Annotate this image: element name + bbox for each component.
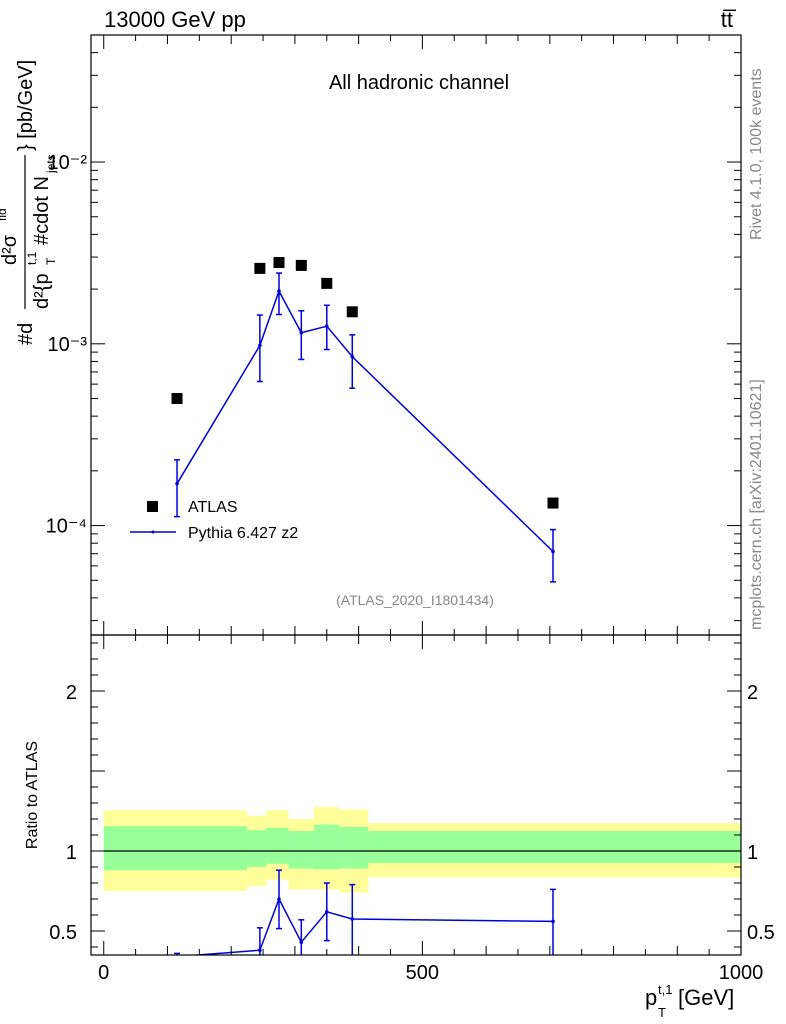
atlas-data-point — [273, 257, 285, 269]
ratio-panel: 0.5 0.5 1 1 2 2 0 500 1000 Ratio to ATLAS p T t,… — [24, 634, 775, 1020]
main-frame — [90, 34, 742, 636]
ratio-y-tick-label-right: 1 — [747, 842, 758, 864]
ratio-point — [551, 919, 555, 924]
legend: ATLAS Pythia 6.427 z2 — [130, 499, 298, 542]
ratio-series-line — [188, 897, 554, 955]
atlas-data-point — [321, 277, 333, 289]
x-axis-title: p T t,1 [GeV] — [645, 982, 734, 1020]
ratio-y-tick-label-right: 2 — [747, 682, 758, 704]
pythia-point — [324, 324, 329, 328]
ylabel-denominator-sub: T — [44, 257, 58, 265]
band-green — [368, 831, 741, 863]
ratio-point — [324, 910, 329, 914]
legend-atlas-label: ATLAS — [188, 499, 238, 516]
main-y-tick-label: 10⁻³ — [48, 334, 88, 356]
band-green — [314, 824, 340, 870]
pythia-point — [258, 343, 262, 348]
ylabel-numerator: d²σ — [0, 234, 21, 265]
atlas-data-point — [346, 306, 358, 318]
atlas-data-point — [171, 393, 183, 405]
analysis-id-label: (ATLAS_2020_I1801434) — [336, 592, 494, 608]
band-green — [103, 826, 248, 871]
atlas-data-point — [295, 259, 307, 271]
xlabel-sup: t,1 — [658, 982, 672, 997]
ratio-y-tick-label: 2 — [66, 682, 77, 704]
xlabel-unit: [GeV] — [678, 985, 734, 1010]
main-y-axis-title: #d d²σ fid d²{p T t,1 #cdot N jets } [pb… — [0, 60, 58, 345]
ratio-point — [350, 917, 355, 921]
pythia-point — [175, 481, 179, 486]
mcplots-label: mcplots.cern.ch [arXiv:2401.10621] — [748, 379, 765, 630]
ratio-point — [258, 948, 262, 952]
legend-pythia-label: Pythia 6.427 z2 — [188, 525, 298, 542]
ratio-y-tick-label-right: 0.5 — [747, 922, 775, 944]
ylabel-numerator-sup: fid — [0, 208, 9, 221]
atlas-data-point — [547, 497, 559, 509]
band-green — [266, 827, 289, 864]
pythia-point — [551, 549, 555, 554]
band-green — [339, 827, 369, 869]
rivet-version-label: Rivet 4.1.0, 100k events — [748, 68, 765, 240]
ratio-x-tick-label: 1000 — [719, 962, 764, 984]
ratio-frame — [90, 634, 742, 956]
ratio-point — [299, 940, 304, 944]
ratio-x-tick-label: 0 — [98, 962, 109, 984]
main-panel: 10⁻⁴ 10⁻³ 10⁻² All hadronic channel (ATLAS… — [0, 34, 742, 636]
legend-pythia-dot — [151, 530, 155, 534]
pythia-point — [350, 354, 355, 359]
ylabel-prefix: #d — [15, 323, 37, 345]
pythia-point — [299, 330, 304, 335]
ratio-x-tick-label: 500 — [406, 962, 439, 984]
ylabel-denominator: d²{p — [31, 273, 53, 309]
pythia-point — [277, 289, 281, 293]
xlabel-sub: T — [658, 1005, 666, 1020]
legend-atlas-marker — [147, 501, 158, 512]
main-y-tick-label: 10⁻² — [48, 152, 88, 174]
ylabel-suffix: } [pb/GeV] — [15, 60, 37, 151]
main-y-tick-label: 10⁻⁴ — [46, 516, 87, 538]
atlas-data-point — [254, 262, 266, 274]
ratio-y-tick-label: 1 — [66, 842, 77, 864]
xlabel-main: p — [645, 985, 657, 1010]
channel-title: All hadronic channel — [329, 72, 509, 94]
ratio-y-axis-title: Ratio to ATLAS — [24, 741, 41, 849]
energy-label: 13000 GeV pp — [104, 7, 246, 32]
ylabel-denominator-sup: t,1 — [25, 251, 39, 265]
band-green — [288, 831, 315, 869]
ylabel-denominator-rest: #cdot N — [31, 176, 53, 245]
ratio-y-tick-label: 0.5 — [49, 922, 77, 944]
band-green — [247, 830, 267, 867]
ratio-point — [277, 897, 281, 901]
ylabel-denominator-rest-sub: jets — [44, 154, 58, 174]
process-label: tt̅ — [721, 7, 737, 32]
